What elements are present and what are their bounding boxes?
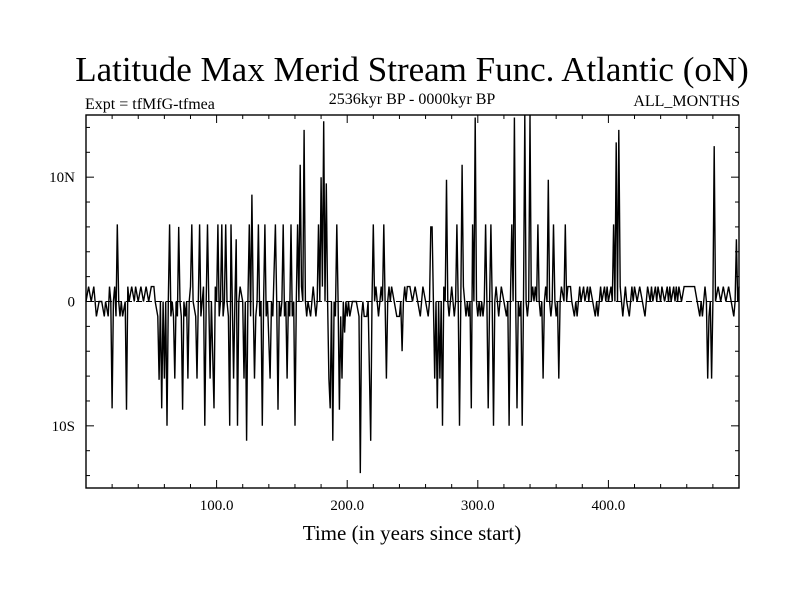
time-range-label: 2536kyr BP - 0000kyr BP [329,91,496,108]
x-tick-label: 200.0 [330,498,364,514]
series-line [85,114,740,474]
x-axis-label: Time (in years since start) [303,521,522,545]
experiment-label: Expt = tfMfG-tfmea [85,96,215,113]
x-axis-tick-labels: 100.0 200.0 300.0 400.0 [200,498,626,514]
y-tick-label: 10S [52,419,75,435]
x-tick-label: 300.0 [461,498,495,514]
y-axis-tick-labels: 10N 0 10S [49,170,75,435]
x-tick-label: 100.0 [200,498,234,514]
months-label: ALL_MONTHS [633,93,740,110]
x-tick-label: 400.0 [592,498,626,514]
plot-area [85,114,740,489]
chart-title: Latitude Max Merid Stream Func. Atlantic… [75,50,749,89]
y-tick-label: 10N [49,170,75,186]
axis-ticks [85,115,740,488]
y-tick-label: 0 [68,295,76,311]
